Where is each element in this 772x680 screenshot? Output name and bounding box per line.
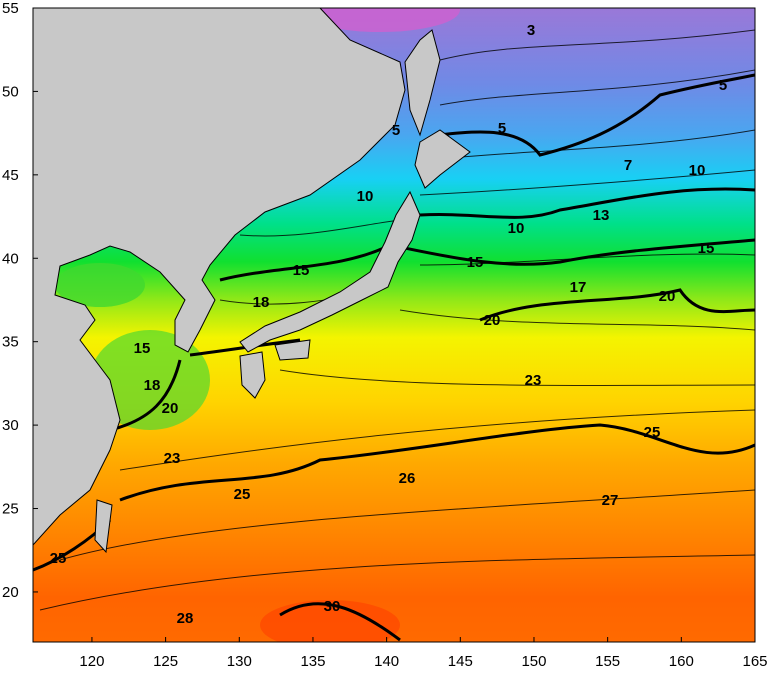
shikoku bbox=[274, 339, 311, 361]
contour-label: 7 bbox=[624, 157, 632, 174]
y-tick-label: 20 bbox=[2, 584, 19, 601]
y-tick-label: 55 bbox=[2, 0, 19, 17]
contour-label: 5 bbox=[392, 122, 400, 139]
bohai-sea bbox=[55, 263, 145, 307]
x-tick-label: 165 bbox=[742, 653, 767, 670]
x-tick-label: 125 bbox=[153, 653, 178, 670]
contour-label: 15 bbox=[134, 340, 151, 357]
major-contours bbox=[33, 73, 755, 642]
contour-label: 30 bbox=[324, 598, 341, 615]
hokkaido bbox=[414, 129, 471, 189]
y-tick-label: 30 bbox=[2, 417, 19, 434]
contour-label: 28 bbox=[177, 610, 194, 627]
contour-label: 23 bbox=[525, 372, 542, 389]
thin-contours bbox=[39, 29, 755, 611]
y-tick-label: 40 bbox=[2, 250, 19, 267]
contour-label: 18 bbox=[144, 377, 161, 394]
plot-frame bbox=[32, 7, 756, 643]
contour-label: 26 bbox=[399, 470, 416, 487]
contour-label: 10 bbox=[357, 188, 374, 205]
y-tick-label: 35 bbox=[2, 334, 19, 351]
x-tick-label: 155 bbox=[595, 653, 620, 670]
contour-label: 17 bbox=[570, 279, 587, 296]
kyushu bbox=[239, 351, 266, 399]
x-tick-label: 120 bbox=[79, 653, 104, 670]
contour-label: 25 bbox=[644, 424, 661, 441]
contour-label: 3 bbox=[527, 22, 535, 39]
contour-label: 10 bbox=[689, 162, 706, 179]
contour-label: 20 bbox=[162, 400, 179, 417]
yellow-sea bbox=[90, 330, 210, 430]
contour-label: 15 bbox=[467, 254, 484, 271]
contour-label: 15 bbox=[698, 240, 715, 257]
x-tick-label: 145 bbox=[448, 653, 473, 670]
contour-label: 25 bbox=[50, 550, 67, 567]
contour-label: 5 bbox=[719, 77, 727, 94]
contour-label: 18 bbox=[253, 294, 270, 311]
contour-label: 10 bbox=[508, 220, 525, 237]
x-tick-label: 140 bbox=[374, 653, 399, 670]
contour-label: 23 bbox=[164, 450, 181, 467]
contour-label: 15 bbox=[293, 262, 310, 279]
contour-label: 5 bbox=[498, 120, 506, 137]
y-tick-label: 25 bbox=[2, 501, 19, 518]
contour-label: 25 bbox=[234, 486, 251, 503]
contour-label: 20 bbox=[659, 288, 676, 305]
asia-mainland bbox=[33, 8, 406, 546]
x-tick-label: 135 bbox=[300, 653, 325, 670]
y-tick-label: 50 bbox=[2, 83, 19, 100]
cold-patch bbox=[300, 8, 460, 32]
x-tick-label: 130 bbox=[227, 653, 252, 670]
sakhalin bbox=[404, 29, 441, 137]
taiwan bbox=[94, 499, 113, 554]
honshu bbox=[239, 190, 421, 353]
land bbox=[33, 8, 471, 554]
y-tick-label: 45 bbox=[2, 167, 19, 184]
contour-label: 13 bbox=[593, 207, 610, 224]
contour-label: 27 bbox=[602, 492, 619, 509]
warm-patch bbox=[260, 600, 400, 642]
x-tick-label: 160 bbox=[669, 653, 694, 670]
contour-label: 20 bbox=[484, 312, 501, 329]
x-tick-label: 150 bbox=[521, 653, 546, 670]
plot-area bbox=[33, 8, 755, 642]
